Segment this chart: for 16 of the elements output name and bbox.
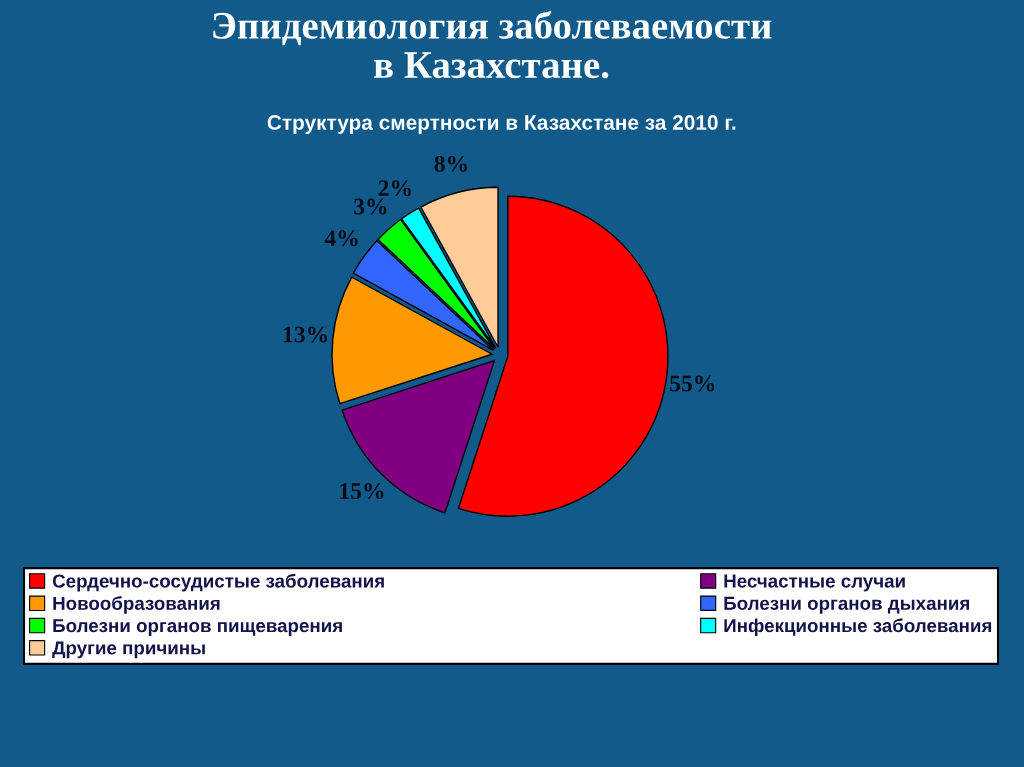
data-label: 8%	[434, 155, 467, 172]
legend-label: Болезни органов пищеварения	[53, 619, 342, 636]
data-label: 13%	[283, 326, 328, 343]
data-label: 4%	[324, 230, 358, 247]
chart-title: Эпидемиология заболеваемости в Казахстане.	[213, 10, 772, 79]
data-label: 3%	[354, 198, 387, 215]
legend-label: Инфекционные заболевания	[724, 618, 992, 636]
data-label: 2%	[378, 180, 411, 197]
legend-label: Сердечно-сосудистые заболевания	[52, 573, 384, 592]
legend-label: Другие причины	[52, 641, 205, 659]
legend-label: Новообразования	[53, 596, 220, 614]
data-label: 15%	[340, 483, 384, 500]
data-label: 55%	[670, 375, 715, 392]
legend-label: Несчастные случаи	[724, 574, 905, 592]
legend-label: Болезни органов дыхания	[724, 596, 970, 614]
chart-subtitle: Структура смертности в Казахстане за 2010 г.	[267, 115, 736, 134]
